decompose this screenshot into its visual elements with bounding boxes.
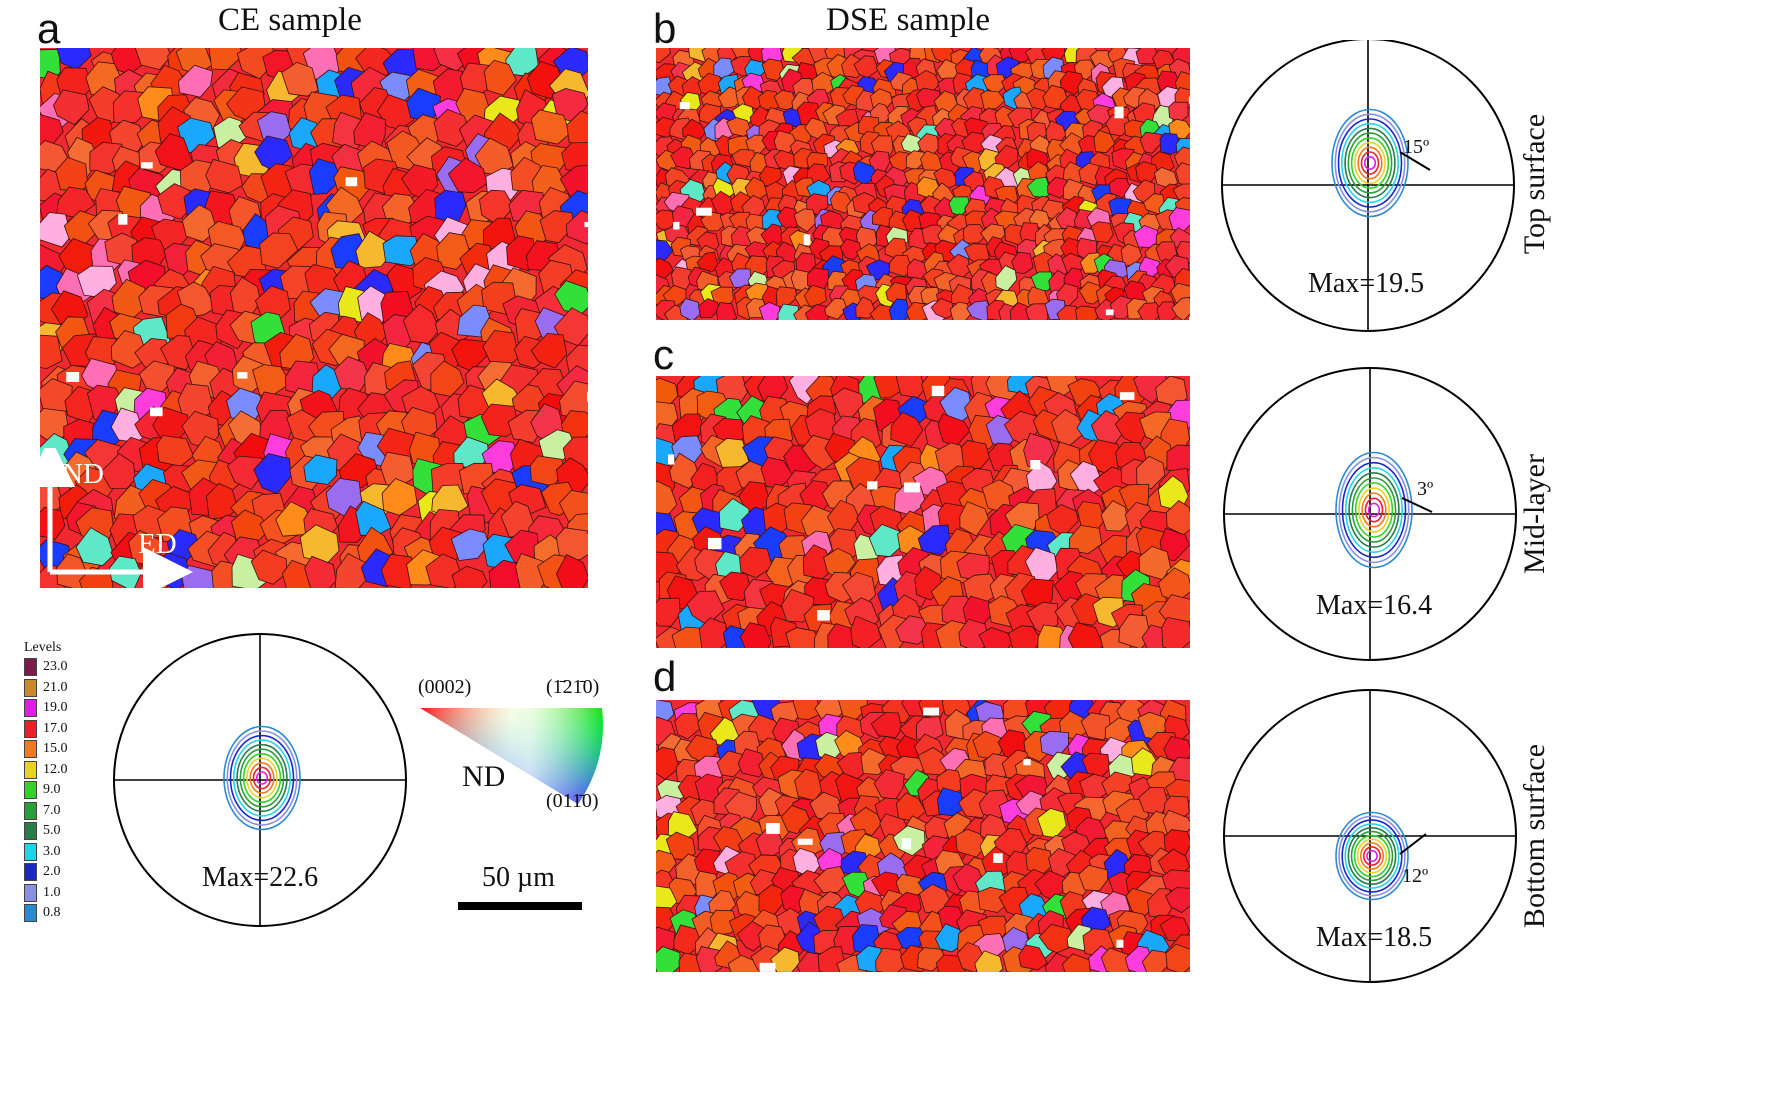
max-label-ce: Max=22.6 [202,862,319,893]
legend-row: 9.0 [24,780,68,801]
legend-swatch [24,904,37,923]
legend-row: 21.0 [24,678,68,699]
legend-swatch [24,658,37,677]
legend-row: 3.0 [24,842,68,863]
legend-level-value: 15.0 [43,741,68,757]
panel-label-d: d [653,653,677,700]
legend-level-value: 17.0 [43,720,68,736]
legend-swatch [24,699,37,718]
legend-level-value: 21.0 [43,679,68,695]
ipf-color-triangle [420,708,603,804]
ebsd-map-mid-layer [656,376,1190,648]
ipf-corner-0110: (011̄0) [546,790,599,812]
legend-swatch [24,863,37,882]
angle-label-top: 15º [1403,136,1430,158]
legend-row: 1.0 [24,883,68,904]
legend-level-value: 23.0 [43,659,68,675]
pole-figure-ce [113,633,407,927]
max-label-bottom: Max=18.5 [1316,922,1433,953]
ed-axis-label: ED [138,528,177,560]
pole-figure-mid-layer [1223,367,1517,661]
legend-swatch [24,719,37,738]
legend-level-value: 5.0 [43,823,61,839]
legend-level-value: 3.0 [43,843,61,859]
pole-figure-top-surface [1221,40,1515,332]
legend-row: 12.0 [24,760,68,781]
legend-swatch [24,883,37,902]
legend-level-value: 1.0 [43,884,61,900]
ebsd-map-top-surface [656,48,1190,320]
legend-row: 2.0 [24,862,68,883]
pole-figure-bottom-surface [1223,689,1517,983]
scale-bar-label: 50 µm [482,862,555,893]
legend-level-value: 0.8 [43,905,61,921]
legend-row: 5.0 [24,821,68,842]
nd-axis-label: ND [62,458,104,490]
legend-swatch [24,760,37,779]
ipf-corner-0002: (0002) [418,676,472,698]
legend-row: 17.0 [24,719,68,740]
side-label-top-surface: Top surface [1518,113,1551,255]
legend-title: Levels [24,640,62,655]
legend-level-value: 7.0 [43,802,61,818]
levels-legend: Levels 23.0 21.0 19.0 17.0 15.0 12.0 9.0 7.0 5.0… [24,640,68,924]
max-label-top: Max=19.5 [1308,268,1425,299]
legend-level-value: 9.0 [43,782,61,798]
ebsd-map-bottom-surface [656,700,1190,972]
legend-row: 0.8 [24,903,68,924]
nd-ed-axes [36,448,193,588]
legend-row: 7.0 [24,801,68,822]
side-label-mid-layer: Mid-layer [1518,454,1551,574]
legend-row: 19.0 [24,698,68,719]
legend-swatch [24,678,37,697]
legend-row: 23.0 [24,657,68,678]
legend-swatch [24,740,37,759]
max-label-mid: Max=16.4 [1316,590,1433,621]
angle-label-bottom: 12º [1402,865,1429,887]
legend-row: 15.0 [24,739,68,760]
ipf-axis-label: ND [462,760,506,793]
legend-swatch [24,842,37,861]
ipf-corner-1210: (1̄21̄0) [546,676,600,698]
legend-swatch [24,801,37,820]
scale-bar [458,902,582,910]
panel-label-c: c [653,331,674,378]
side-label-bottom-surface: Bottom surface [1518,743,1551,929]
angle-label-mid: 3º [1417,478,1434,500]
legend-level-value: 19.0 [43,700,68,716]
legend-level-value: 12.0 [43,761,68,777]
legend-swatch [24,822,37,841]
legend-level-value: 2.0 [43,864,61,880]
legend-swatch [24,781,37,800]
dse-sample-title: DSE sample [826,2,991,38]
panel-label-a: a [37,5,61,52]
ce-sample-title: CE sample [218,2,362,38]
panel-label-b: b [653,5,677,52]
ebsd-map-ce [40,48,588,588]
